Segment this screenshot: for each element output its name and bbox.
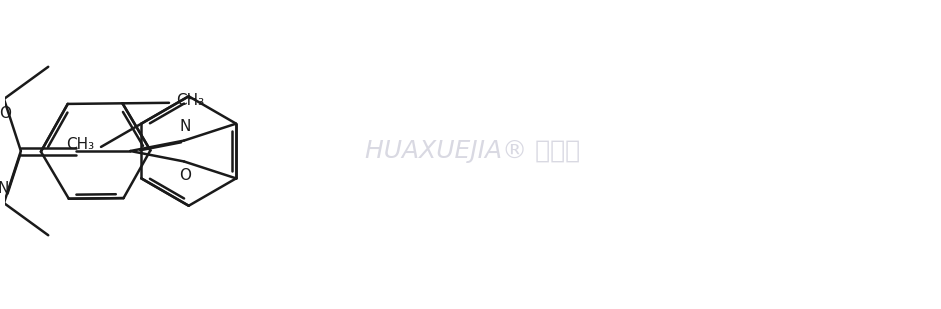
Text: O: O [179,168,191,184]
Text: N: N [180,119,191,133]
Text: HUAXUEJIA® 化学寄: HUAXUEJIA® 化学寄 [365,139,580,163]
Text: CH₃: CH₃ [66,138,94,152]
Text: N: N [0,181,8,196]
Text: CH₃: CH₃ [176,93,204,108]
Text: O: O [0,106,11,121]
